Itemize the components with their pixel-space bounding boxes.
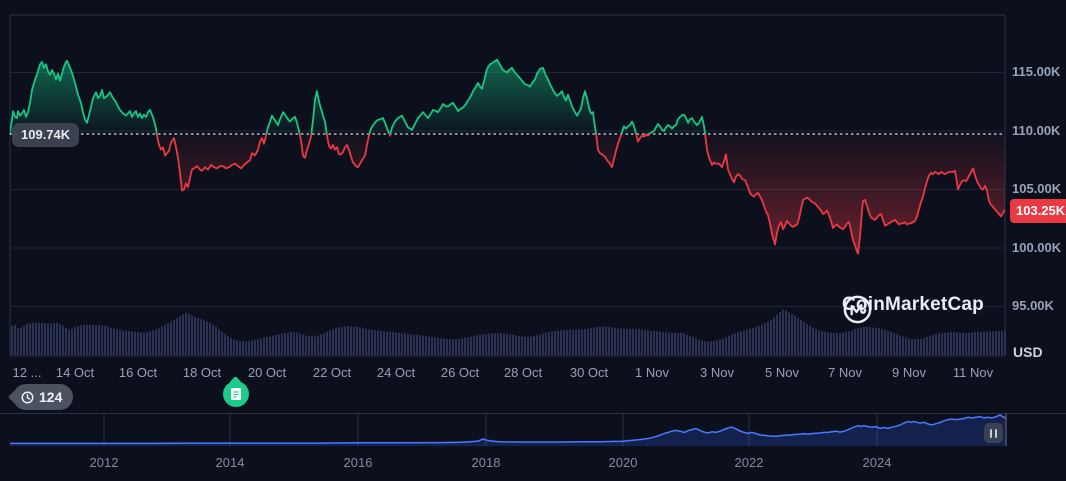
date-label: 12 ... <box>12 365 42 380</box>
year-label: 2018 <box>471 455 501 470</box>
year-label: 2020 <box>608 455 638 470</box>
date-label: 30 Oct <box>569 365 609 380</box>
price-line-green <box>10 58 706 134</box>
history-clock-icon <box>21 391 34 403</box>
year-label: 2012 <box>89 455 119 470</box>
announcement-marker[interactable] <box>223 381 249 407</box>
document-icon <box>231 388 241 400</box>
date-label: 16 Oct <box>118 365 158 380</box>
navigator-chart[interactable] <box>0 413 1066 481</box>
main-price-chart[interactable] <box>0 0 1066 413</box>
year-label: 2024 <box>862 455 892 470</box>
date-label: 26 Oct <box>440 365 480 380</box>
last-price-badge: 103.25K <box>1010 199 1066 223</box>
navigator-line <box>10 414 1007 445</box>
baseline-price-badge: 109.74K <box>12 123 80 147</box>
price-area-below <box>10 134 1005 254</box>
date-label: 24 Oct <box>376 365 416 380</box>
year-label: 2014 <box>215 455 245 470</box>
y-axis-label: 95.00K <box>1012 298 1054 314</box>
history-count: 124 <box>39 389 63 405</box>
y-axis-unit-label: USD <box>1013 344 1043 360</box>
navigator-area <box>10 415 1006 446</box>
date-label: 1 Nov <box>635 365 669 380</box>
year-label: 2022 <box>734 455 764 470</box>
coinmarketcap-watermark: CoinMarketCap <box>842 294 984 324</box>
navigator-handle[interactable] <box>984 423 1003 443</box>
date-label: 28 Oct <box>503 365 543 380</box>
date-label: 11 Nov <box>952 365 994 380</box>
date-label: 22 Oct <box>312 365 352 380</box>
y-axis-label: 100.00K <box>1012 239 1062 255</box>
y-axis-label: 115.00K <box>1012 64 1061 80</box>
volume-bars <box>11 309 1006 355</box>
date-label: 3 Nov <box>700 365 734 380</box>
price-area-above <box>10 59 1005 134</box>
date-label: 9 Nov <box>892 365 926 380</box>
year-label: 2016 <box>343 455 373 470</box>
watermark-text: CoinMarketCap <box>842 294 984 315</box>
date-label: 14 Oct <box>55 365 95 380</box>
date-label: 7 Nov <box>828 365 862 380</box>
coinmarketcap-logo-icon <box>843 295 872 324</box>
date-label: 5 Nov <box>765 365 799 380</box>
date-label: 20 Oct <box>247 365 287 380</box>
history-count-badge[interactable]: 124 <box>13 384 74 410</box>
date-label: 18 Oct <box>182 365 222 380</box>
price-line-red <box>155 134 1005 255</box>
y-axis-label: 110.00K <box>1012 122 1061 138</box>
y-axis-label: 105.00K <box>1012 181 1062 197</box>
